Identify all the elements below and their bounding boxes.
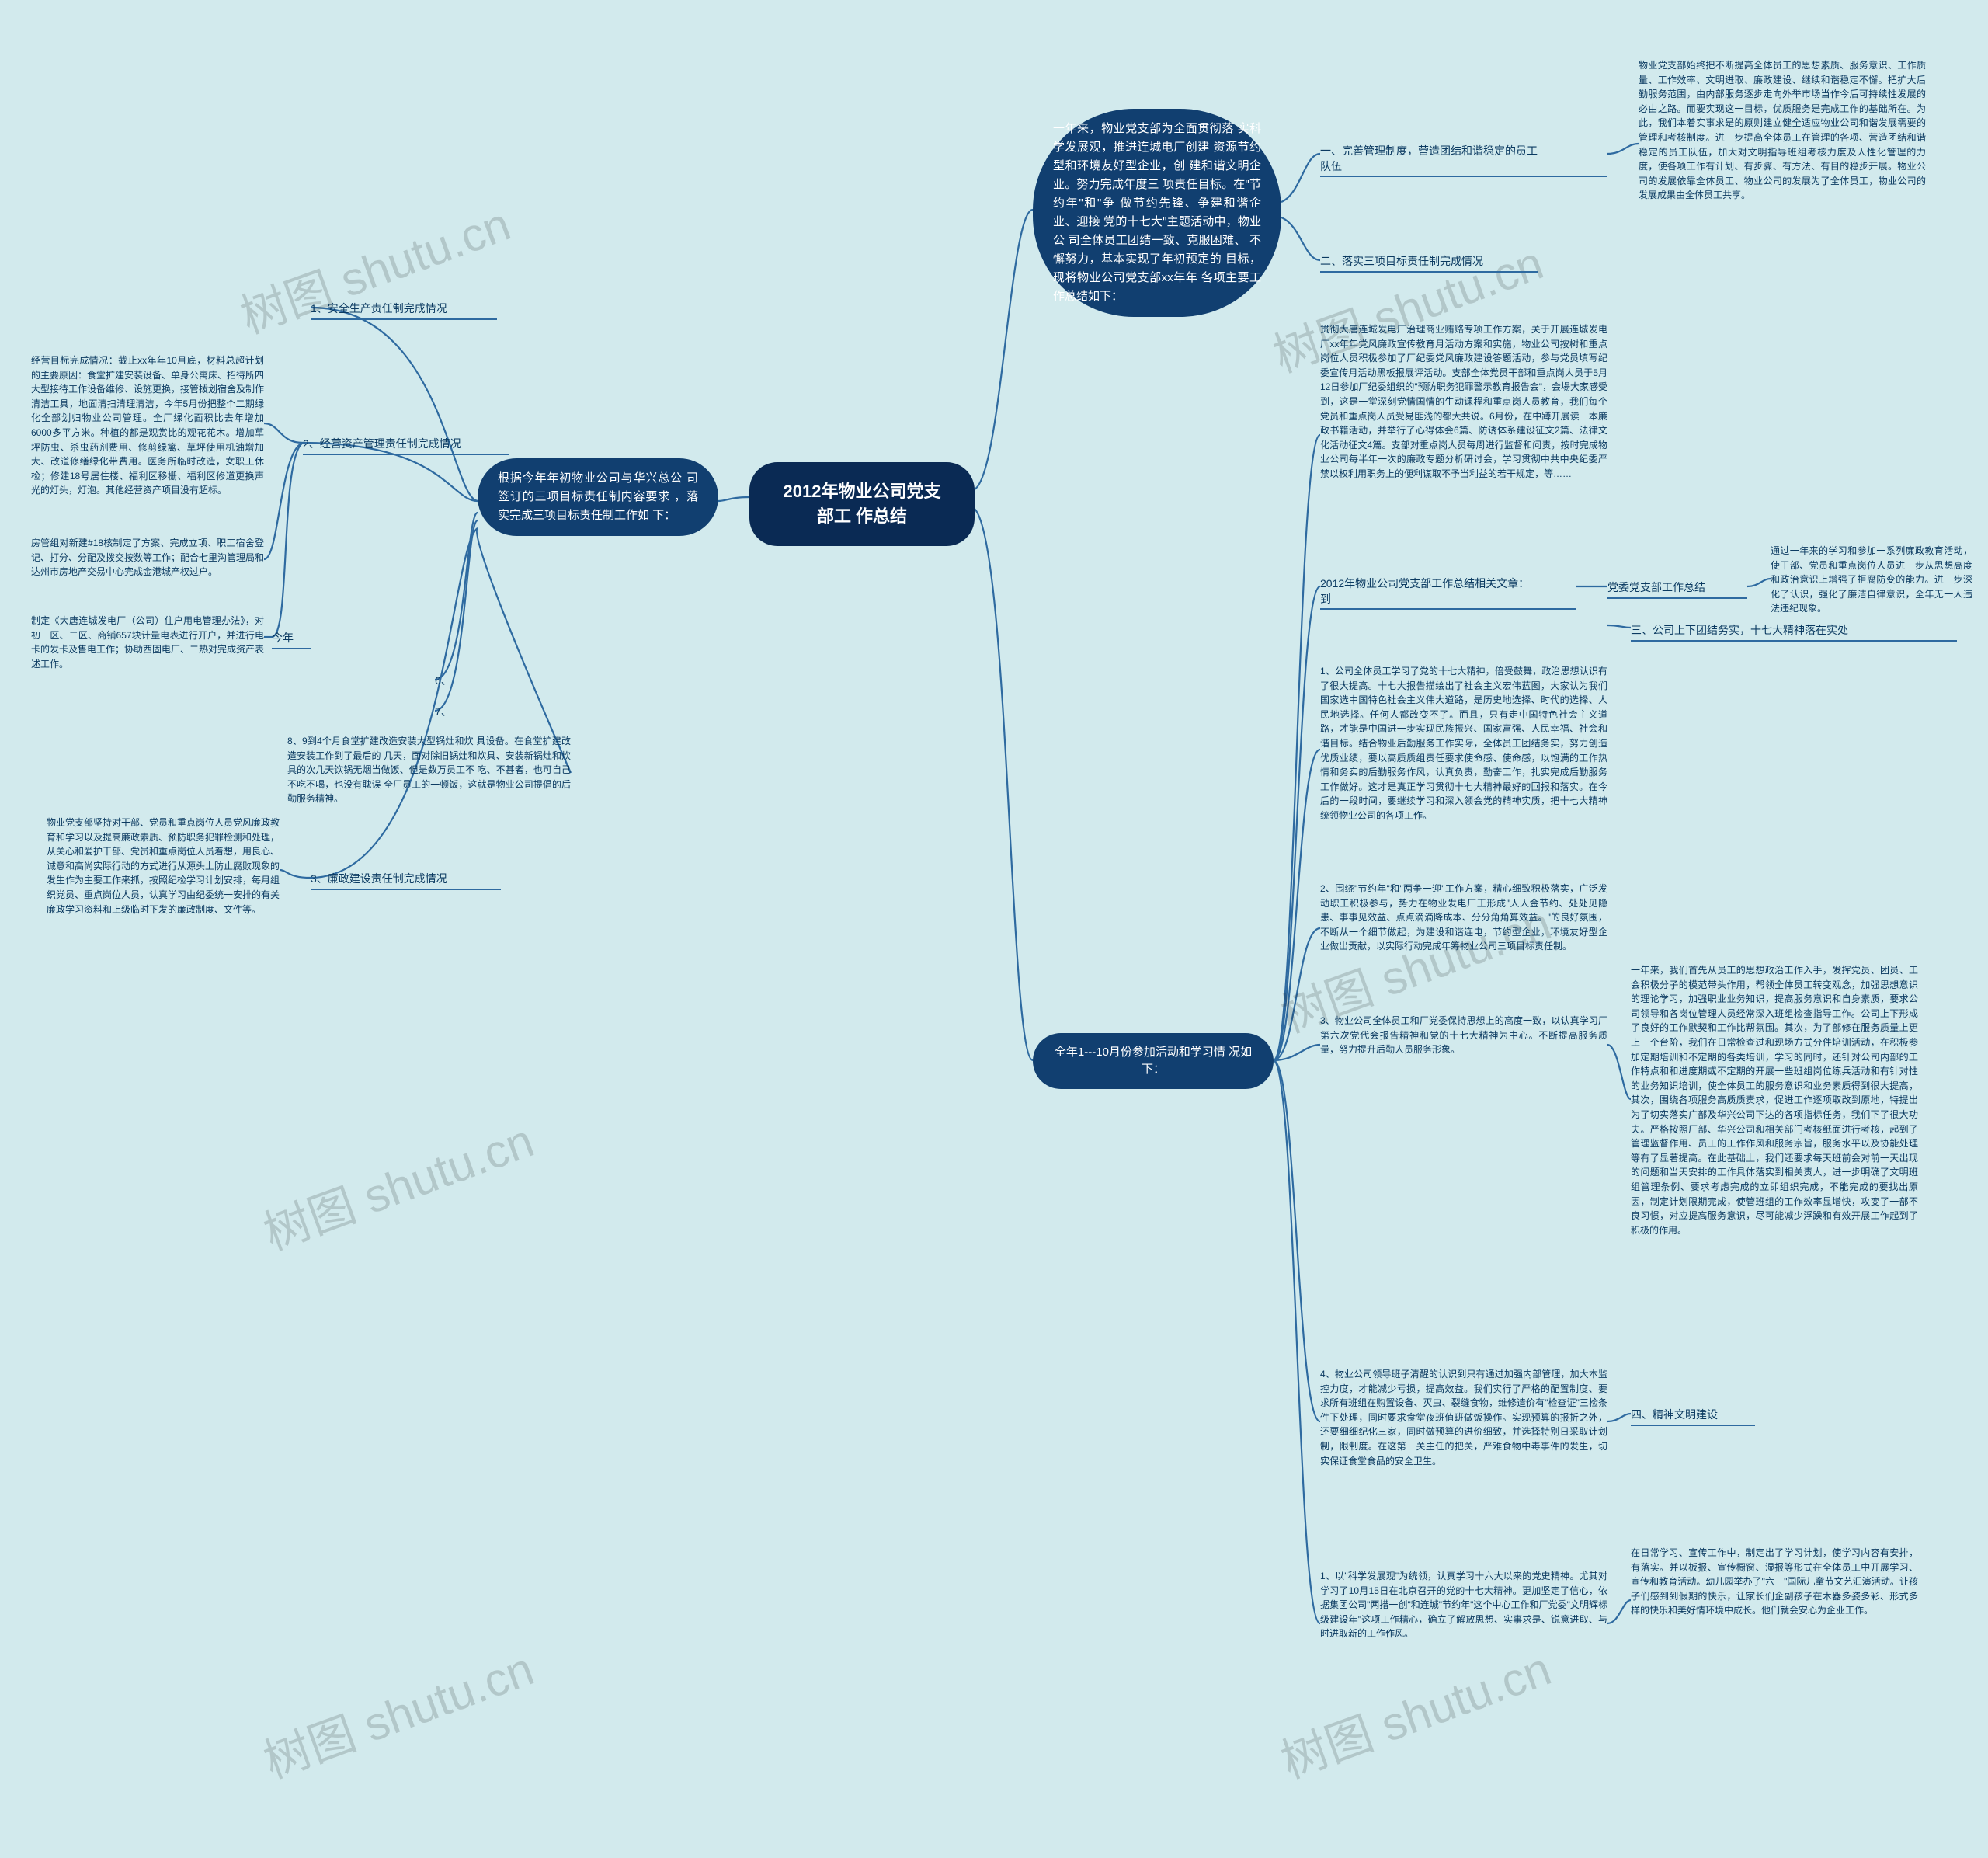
watermark-1: 树图 shutu.cn xyxy=(230,186,518,346)
rl-item-4[interactable]: 4、物业公司领导班子清醒的认识到只有通过加强内部管理，加大本监控力度，才能减少亏… xyxy=(1320,1367,1607,1468)
ru-1-para: 物业党支部始终把不断提高全体员工的思想素质、服务意识、工作质量、工作效率、文明进… xyxy=(1639,58,1926,203)
rl-item-5[interactable]: 1、以"科学发展观"为统领，认真学习十六大以来的党史精神。尤其对学习了10月15… xyxy=(1320,1569,1607,1641)
left-item-8[interactable]: 8、9到4个月食堂扩建改造安装大型锅灶和炊 具设备。在食堂扩建改造安装工作到了最… xyxy=(287,734,571,806)
ru-item-1[interactable]: 一、完善管理制度，营造团结和谐稳定的员工 队伍 xyxy=(1320,142,1607,177)
rl-mid-child-para: 通过一年来的学习和参加一系列廉政教育活动，使干部、党员和重点岗位人员进一步从思想… xyxy=(1771,544,1972,616)
rl-item-2[interactable]: 2、围绕"节约年"和"两争一迎"工作方案，精心细致积极落实，广泛发动职工积极参与… xyxy=(1320,882,1607,954)
watermark-3: 树图 shutu.cn xyxy=(253,1103,541,1263)
left-item-2[interactable]: 2、经营资产管理责任制完成情况 xyxy=(303,435,509,455)
left-intro-node[interactable]: 根据今年年初物业公司与华兴总公 司签订的三项目标责任制内容要求 ，落实完成三项目… xyxy=(478,458,718,536)
rl-mid-child[interactable]: 党委党支部工作总结 xyxy=(1607,579,1747,599)
left-3-p1: 物业党支部坚持对干部、党员和重点岗位人员党风廉政教育和学习以及提高廉政素质、预防… xyxy=(47,816,280,917)
ru-item-2[interactable]: 二、落实三项目标责任制完成情况 xyxy=(1320,252,1538,273)
edge-l6 xyxy=(435,513,478,680)
right-lower-node[interactable]: 全年1---10月份参加活动和学习情 况如下： xyxy=(1033,1033,1274,1089)
center-node[interactable]: 2012年物业公司党支部工 作总结 xyxy=(749,462,975,546)
rl-5-long: 在日常学习、宣传工作中，制定出了学习计划，使学习内容有安排，有落实。并以板报、宣… xyxy=(1631,1546,1918,1618)
left-2-p1: 经营目标完成情况：截止xx年年10月底，材料总超计划的主要原因：食堂扩建安装设备… xyxy=(31,353,264,498)
left-2-p2: 房管组对新建#18核制定了方案、完成立项、职工宿舍登记、打分、分配及拨交按数等工… xyxy=(31,536,264,579)
rl-intro-para: 贯彻大唐连城发电厂治理商业贿赂专项工作方案，关于开展连城发电厂xx年年党风廉政宣… xyxy=(1320,322,1607,482)
right-upper-node[interactable]: 一年来，物业党支部为全面贯彻落 实科学发展观，推进连城电厂创建 资源节约型和环境… xyxy=(1033,109,1281,317)
right-lower-text: 全年1---10月份参加活动和学习情 况如下： xyxy=(1053,1044,1253,1078)
left-2-p3: 制定《大唐连城发电厂（公司）住户用电管理办法》，对初一区、二区、商铺657块计量… xyxy=(31,614,264,671)
rl-4-tail[interactable]: 四、精神文明建设 xyxy=(1631,1406,1755,1426)
rl-item-3[interactable]: 3、物业公司全体员工和厂党委保持思想上的高度一致，以认真学习厂第六次党代会报告精… xyxy=(1320,1014,1607,1057)
rl-mid-header[interactable]: 2012年物业公司党支部工作总结相关文章： 到 xyxy=(1320,575,1576,610)
watermark-6: 树图 shutu.cn xyxy=(1270,1631,1559,1791)
watermark-5: 树图 shutu.cn xyxy=(253,1631,541,1791)
right-upper-text: 一年来，物业党支部为全面贯彻落 实科学发展观，推进连城电厂创建 资源节约型和环境… xyxy=(1053,120,1261,306)
left-2-p3-head: 今年 xyxy=(272,629,311,649)
edge-l1 xyxy=(311,308,478,501)
left-item-1[interactable]: 1、安全生产责任制完成情况 xyxy=(311,300,497,320)
left-item-6[interactable]: 6、 xyxy=(435,672,466,691)
left-intro-text: 根据今年年初物业公司与华兴总公 司签订的三项目标责任制内容要求 ，落实完成三项目… xyxy=(498,469,698,525)
rl-3-long: 一年来，我们首先从员工的思想政治工作入手，发挥党员、团员、工会积极分子的模范带头… xyxy=(1631,963,1918,1237)
rl-item-1[interactable]: 1、公司全体员工学习了党的十七大精神，倍受鼓舞，政治思想认识有了很大提高。十七大… xyxy=(1320,664,1607,823)
center-node-text: 2012年物业公司党支部工 作总结 xyxy=(776,479,948,529)
left-item-3[interactable]: 3、廉政建设责任制完成情况 xyxy=(311,870,501,890)
rl-three[interactable]: 三、公司上下团结务实，十七大精神落在实处 xyxy=(1631,621,1957,642)
left-item-7[interactable]: 7、 xyxy=(435,703,466,722)
